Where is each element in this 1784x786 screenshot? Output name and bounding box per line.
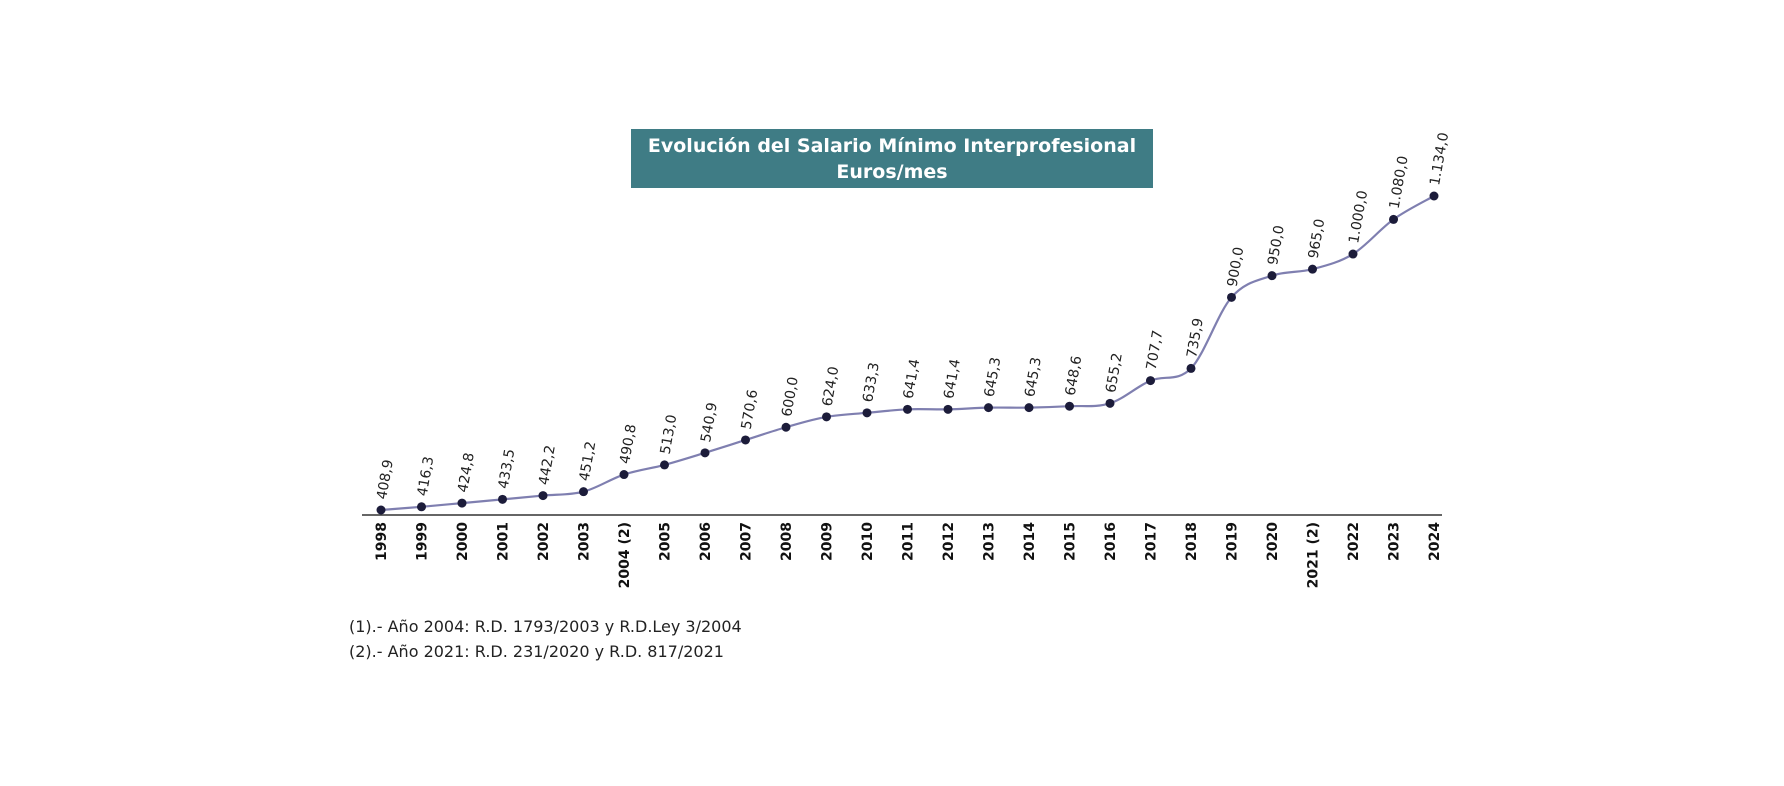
data-point xyxy=(1348,249,1358,259)
data-label: 655,2 xyxy=(1103,352,1126,394)
data-point xyxy=(1389,214,1398,224)
data-point xyxy=(1186,363,1196,373)
x-tick-label: 2001 xyxy=(496,522,512,561)
x-tick-label: 2018 xyxy=(1184,522,1200,561)
data-point xyxy=(1024,403,1034,413)
x-tick-label: 2002 xyxy=(536,522,552,561)
data-label: 641,4 xyxy=(941,358,964,400)
data-point xyxy=(781,422,791,432)
data-point xyxy=(1105,398,1115,408)
x-tick-label: 2009 xyxy=(820,522,836,561)
data-point xyxy=(1308,264,1317,274)
data-point xyxy=(579,487,588,497)
x-tick-label: 2014 xyxy=(1022,522,1038,561)
x-tick-label: 2004 (2) xyxy=(617,522,633,588)
data-label: 433,5 xyxy=(496,448,519,490)
x-tick-label: 2021 (2) xyxy=(1306,522,1322,588)
data-label: 1.134,0 xyxy=(1427,131,1452,186)
x-tick-label: 2023 xyxy=(1387,522,1403,561)
x-tick-label: 2024 xyxy=(1427,522,1443,561)
data-point xyxy=(700,448,710,458)
data-label: 416,3 xyxy=(415,455,438,497)
x-tick-label: 2020 xyxy=(1265,522,1281,561)
data-label: 965,0 xyxy=(1306,218,1329,260)
data-point xyxy=(862,408,872,418)
chart-title: Evolución del Salario Mínimo Interprofes… xyxy=(647,135,1137,157)
data-point xyxy=(538,491,548,501)
data-point xyxy=(417,502,426,512)
chart-title-box: Evolución del Salario Mínimo Interprofes… xyxy=(631,129,1153,188)
x-tick-label: 2007 xyxy=(739,522,755,561)
data-label: 950,0 xyxy=(1265,224,1288,266)
data-point xyxy=(984,403,993,413)
data-label: 570,6 xyxy=(739,388,762,430)
data-label: 648,6 xyxy=(1063,355,1086,397)
x-tick-label: 2012 xyxy=(941,522,957,561)
x-tick-label: 2016 xyxy=(1103,522,1119,561)
data-label: 451,2 xyxy=(577,440,600,482)
data-label: 424,8 xyxy=(455,452,478,494)
data-point xyxy=(660,460,669,470)
x-tick-label: 2008 xyxy=(779,522,795,561)
x-tick-label: 2005 xyxy=(658,522,674,561)
footnote-1: (1).- Año 2004: R.D. 1793/2003 y R.D.Ley… xyxy=(349,617,742,636)
data-label: 735,9 xyxy=(1184,317,1207,359)
x-tick-label: 2003 xyxy=(577,522,593,561)
data-point xyxy=(903,404,912,414)
x-tick-label: 2006 xyxy=(698,522,714,561)
data-label: 1.080,0 xyxy=(1387,155,1412,210)
x-tick-label: 2000 xyxy=(455,522,471,561)
data-label: 900,0 xyxy=(1225,246,1248,288)
x-tick-label: 2022 xyxy=(1346,522,1362,561)
x-tick-label: 1998 xyxy=(374,522,390,561)
data-label: 408,9 xyxy=(374,458,397,500)
x-tick-label: 2010 xyxy=(860,522,876,561)
data-label: 641,4 xyxy=(901,358,924,400)
chart-subtitle: Euros/mes xyxy=(836,161,948,183)
data-point xyxy=(1429,191,1439,201)
data-point xyxy=(1065,401,1074,411)
x-tick-label: 2017 xyxy=(1144,522,1160,561)
x-tick-label: 2011 xyxy=(901,522,917,561)
data-label: 707,7 xyxy=(1144,329,1167,371)
x-tick-label: 2019 xyxy=(1225,522,1241,561)
data-point xyxy=(822,412,831,422)
data-point xyxy=(943,404,953,414)
data-label: 624,0 xyxy=(820,365,843,407)
data-point xyxy=(741,435,750,445)
data-label: 540,9 xyxy=(698,401,721,443)
footnotes: (1).- Año 2004: R.D. 1793/2003 y R.D.Ley… xyxy=(349,614,742,664)
data-label: 645,3 xyxy=(1022,356,1045,398)
x-tick-label: 1999 xyxy=(415,522,431,561)
data-point xyxy=(1146,376,1155,386)
data-label: 513,0 xyxy=(658,413,681,455)
data-point xyxy=(1267,271,1277,281)
data-label: 490,8 xyxy=(617,423,640,465)
x-tick-label: 2015 xyxy=(1063,522,1079,561)
footnote-2: (2).- Año 2021: R.D. 231/2020 y R.D. 817… xyxy=(349,642,724,661)
data-point xyxy=(1227,292,1236,302)
data-label: 645,3 xyxy=(982,356,1005,398)
x-tick-label: 2013 xyxy=(982,522,998,561)
data-point xyxy=(376,505,386,515)
data-label: 633,3 xyxy=(860,361,883,403)
data-label: 442,2 xyxy=(536,444,559,486)
data-point xyxy=(457,498,467,508)
data-point xyxy=(619,470,629,480)
data-label: 600,0 xyxy=(779,376,802,418)
data-point xyxy=(498,494,507,504)
data-label: 1.000,0 xyxy=(1346,189,1371,244)
